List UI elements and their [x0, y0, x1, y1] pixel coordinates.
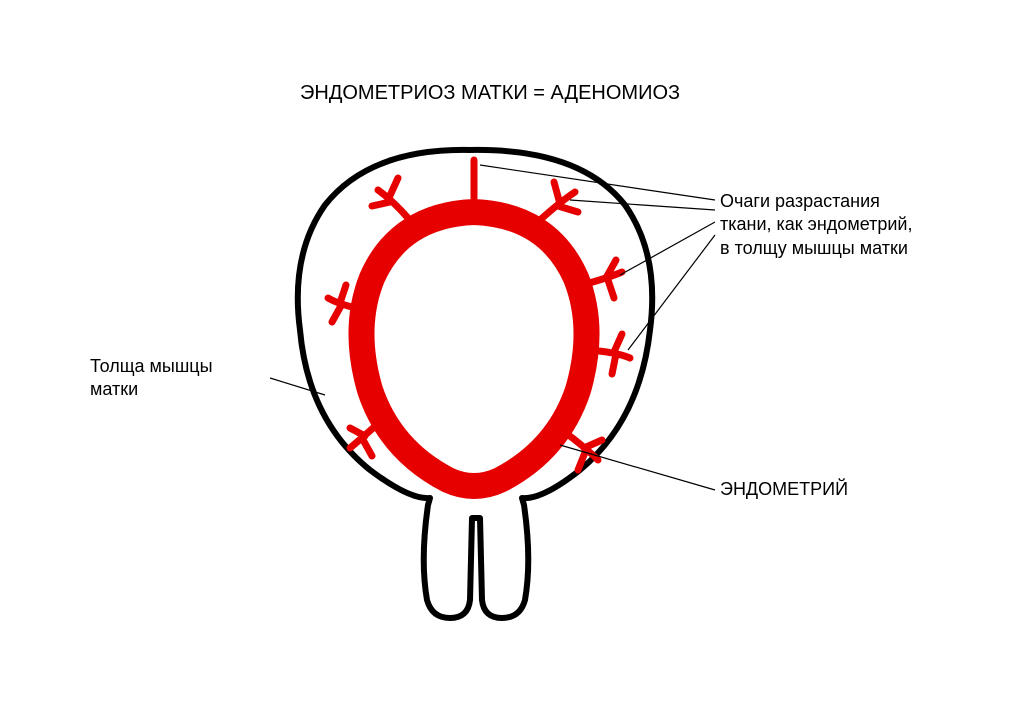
diagram-svg: [0, 0, 1024, 702]
diagram-container: ЭНДОМЕТРИОЗ МАТКИ = АДЕНОМИОЗ Очаги разр…: [0, 0, 1024, 702]
